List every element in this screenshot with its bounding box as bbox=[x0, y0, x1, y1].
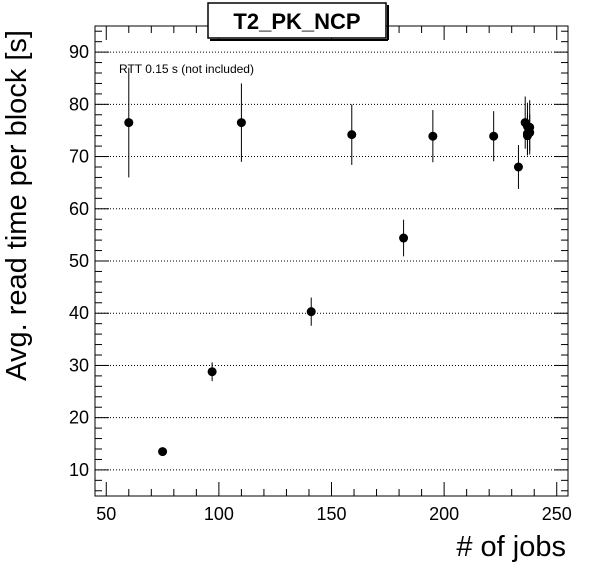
data-point bbox=[236, 118, 246, 128]
x-tick-label: 250 bbox=[542, 504, 572, 524]
data-point bbox=[158, 447, 168, 457]
x-tick-label: 150 bbox=[316, 504, 346, 524]
y-tick-label: 40 bbox=[69, 303, 89, 323]
data-point bbox=[124, 118, 134, 128]
gridlines bbox=[95, 51, 568, 471]
y-tick-label: 80 bbox=[69, 94, 89, 114]
y-tick-label: 20 bbox=[69, 408, 89, 428]
data-point bbox=[428, 131, 438, 141]
data-point bbox=[525, 128, 535, 138]
data-point bbox=[306, 307, 316, 317]
tick-labels: 10 20 30 40 50 60 70 80 90 50 100 150 200 250 bbox=[69, 42, 572, 524]
data-points bbox=[124, 67, 535, 457]
title-box bbox=[207, 2, 387, 39]
annotation-note: RTT 0.15 s (not included) bbox=[119, 62, 254, 76]
y-axis-title: Avg. read time per block [s] bbox=[1, 30, 33, 381]
data-point bbox=[207, 367, 217, 377]
y-tick-label: 50 bbox=[69, 251, 89, 271]
y-tick-label: 70 bbox=[69, 147, 89, 167]
y-tick-label: 60 bbox=[69, 199, 89, 219]
data-point bbox=[347, 130, 357, 140]
data-point bbox=[399, 233, 409, 243]
x-tick-label: 200 bbox=[429, 504, 459, 524]
data-point bbox=[513, 162, 523, 172]
x-tick-label: 50 bbox=[96, 504, 116, 524]
x-axis-title: # of jobs bbox=[456, 531, 566, 563]
y-tick-label: 10 bbox=[69, 460, 89, 480]
data-point bbox=[489, 131, 499, 141]
y-tick-label: 90 bbox=[69, 42, 89, 62]
y-tick-label: 30 bbox=[69, 355, 89, 375]
chart-title: T2_PK_NCP bbox=[233, 9, 360, 34]
x-tick-label: 100 bbox=[204, 504, 234, 524]
